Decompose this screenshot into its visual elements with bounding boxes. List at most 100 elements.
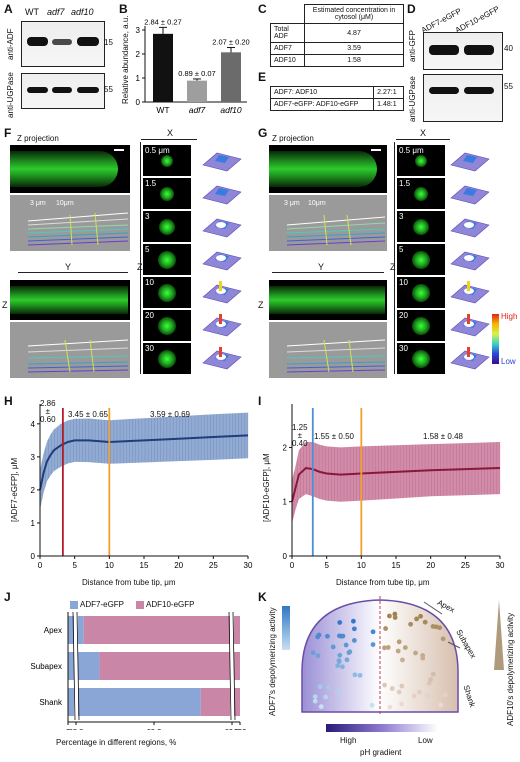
z-depth-label: 20	[399, 311, 408, 320]
error-band	[292, 442, 500, 524]
k-protein-dot	[343, 642, 349, 648]
k-protein-dot	[389, 686, 395, 691]
panel-f-surface-plot-bottom	[10, 322, 130, 378]
lane-label-adf10: adf10	[71, 7, 94, 17]
k-protein-dot	[337, 652, 343, 658]
k-protein-dot	[414, 616, 420, 622]
k-protein-dot	[336, 658, 342, 664]
k-protein-dot	[386, 613, 392, 619]
x-tick-label: 0	[38, 561, 43, 570]
panel-label-d: D	[407, 2, 416, 16]
k-protein-dot	[351, 637, 357, 643]
mw-40: 40	[504, 44, 513, 53]
z-section-image: 30	[143, 343, 191, 374]
panel-i-xlabel: Distance from tube tip, μm	[336, 578, 430, 587]
lane-label-adf10-egfp: ADF10-eGFP	[453, 4, 501, 36]
k-right-label: ADF10's depolymerizing activity	[506, 612, 515, 726]
blot-anti-gfp	[423, 32, 503, 70]
z-section-image: 1.5	[143, 178, 191, 209]
mean-line	[291, 466, 501, 502]
k-protein-dot	[350, 618, 356, 624]
b-bar	[187, 80, 207, 102]
panel-label-b: B	[119, 2, 128, 16]
panel-h-xlabel: Distance from tube tip, μm	[82, 578, 176, 587]
k-protein-dot	[382, 645, 387, 651]
panel-g-z-projection-image	[269, 145, 387, 193]
j-bar-adf10	[99, 652, 241, 680]
panel-label-i: I	[258, 394, 262, 408]
z-depth-label: 20	[145, 311, 154, 320]
k-protein-dot	[352, 672, 358, 678]
k-protein-dot	[344, 657, 350, 663]
panel-i-annotation-mid: 1.55 ± 0.50	[314, 432, 354, 441]
b-ytick: 0	[136, 98, 141, 107]
z-depth-label: 5	[145, 245, 150, 254]
z-section-3d-plot	[447, 277, 491, 308]
k-ph-gradient-bar	[326, 724, 438, 732]
k-protein-dot	[382, 682, 387, 688]
k-protein-dot	[422, 619, 428, 625]
panel-h-ylabel: [ADF7-eGFP], μM	[10, 457, 19, 522]
z-depth-label: 5	[399, 245, 404, 254]
panel-label-k: K	[258, 590, 267, 604]
panel-e-row-value: 1.48:1	[373, 98, 404, 111]
j-x-tick-label: 69.8	[225, 727, 240, 730]
panel-h-annotation-mid: 3.45 ± 0.65	[68, 410, 108, 419]
x-tick-label: 15	[140, 561, 149, 570]
blot-label-anti-ugpase-d: anti-UGPase	[408, 76, 417, 122]
y-tick-label: 4	[31, 420, 36, 429]
panel-f-z-projection-image	[10, 145, 130, 193]
j-x-tick-label: 0	[66, 727, 70, 730]
scale-label-a: 3 μm	[284, 200, 300, 207]
panel-label-c: C	[258, 2, 267, 16]
z-section-image: 5	[397, 244, 445, 275]
panel-c-header: Estimated concentration in cytosol (μM)	[304, 4, 404, 24]
z-section-image: 30	[397, 343, 445, 374]
z-section-image: 3	[143, 211, 191, 242]
panel-g-z-projection: Z projection	[272, 134, 314, 143]
panel-e-table: ADF7: ADF10 2.27:1 ADF7-eGFP: ADF10-eGFP 1…	[269, 86, 404, 111]
j-bar-adf7	[68, 688, 201, 716]
panel-g-surface-plot-top	[269, 195, 387, 251]
k-protein-dot	[438, 702, 444, 708]
blot-label-anti-ugpase: anti-UGPase	[6, 72, 15, 118]
z-section-image: 0.5 μm	[143, 145, 191, 176]
z-depth-label: 10	[399, 278, 408, 287]
panel-i-annotation-tip: 1.25 ±0.40	[292, 423, 308, 448]
panel-label-g: G	[258, 126, 268, 140]
legend-low: Low	[501, 357, 516, 366]
k-protein-dot	[338, 633, 344, 639]
k-protein-dot	[430, 671, 436, 677]
panel-b-ylabel: Relative abundance, a.u.	[121, 15, 130, 104]
panel-i-ylabel: [ADF10-eGFP], μM	[262, 453, 271, 522]
k-protein-dot	[396, 639, 402, 645]
k-left-label: ADF7's depolymerizing activity	[268, 607, 277, 716]
b-value-label: 2.84 ± 0.27	[144, 17, 181, 26]
k-protein-dot	[317, 684, 323, 690]
y-tick-label: 3	[31, 453, 36, 462]
j-category-label: Shank	[39, 698, 63, 707]
panel-f-axis-y: Y	[65, 262, 72, 272]
j-bar-adf7	[68, 652, 100, 680]
panel-c-row-value: 3.59	[304, 42, 404, 55]
z-section-3d-plot	[447, 211, 491, 242]
k-protein-dot	[310, 650, 316, 656]
panel-h-annotation-tip: 2.86 ±0.60	[40, 399, 56, 424]
z-section-image: 10	[143, 277, 191, 308]
y-tick-label: 1	[31, 519, 36, 528]
mw-55: 55	[104, 85, 113, 94]
k-protein-dot	[347, 649, 353, 655]
panel-f-side-image	[10, 280, 130, 320]
panel-c-row-value: 1.58	[304, 54, 404, 67]
x-tick-label: 30	[496, 561, 505, 570]
lane-label-adf7: adf7	[47, 7, 65, 17]
blot-anti-adf	[21, 21, 105, 67]
y-tick-label: 2	[283, 443, 288, 452]
panel-j-xlabel: Percentage in different regions, %	[56, 738, 177, 747]
k-protein-dot	[351, 626, 357, 632]
panel-g-axis-z: Z	[390, 262, 396, 272]
panel-label-e: E	[258, 70, 267, 84]
b-value-label: 2.07 ± 0.20	[212, 38, 249, 47]
k-protein-dot	[433, 624, 439, 630]
